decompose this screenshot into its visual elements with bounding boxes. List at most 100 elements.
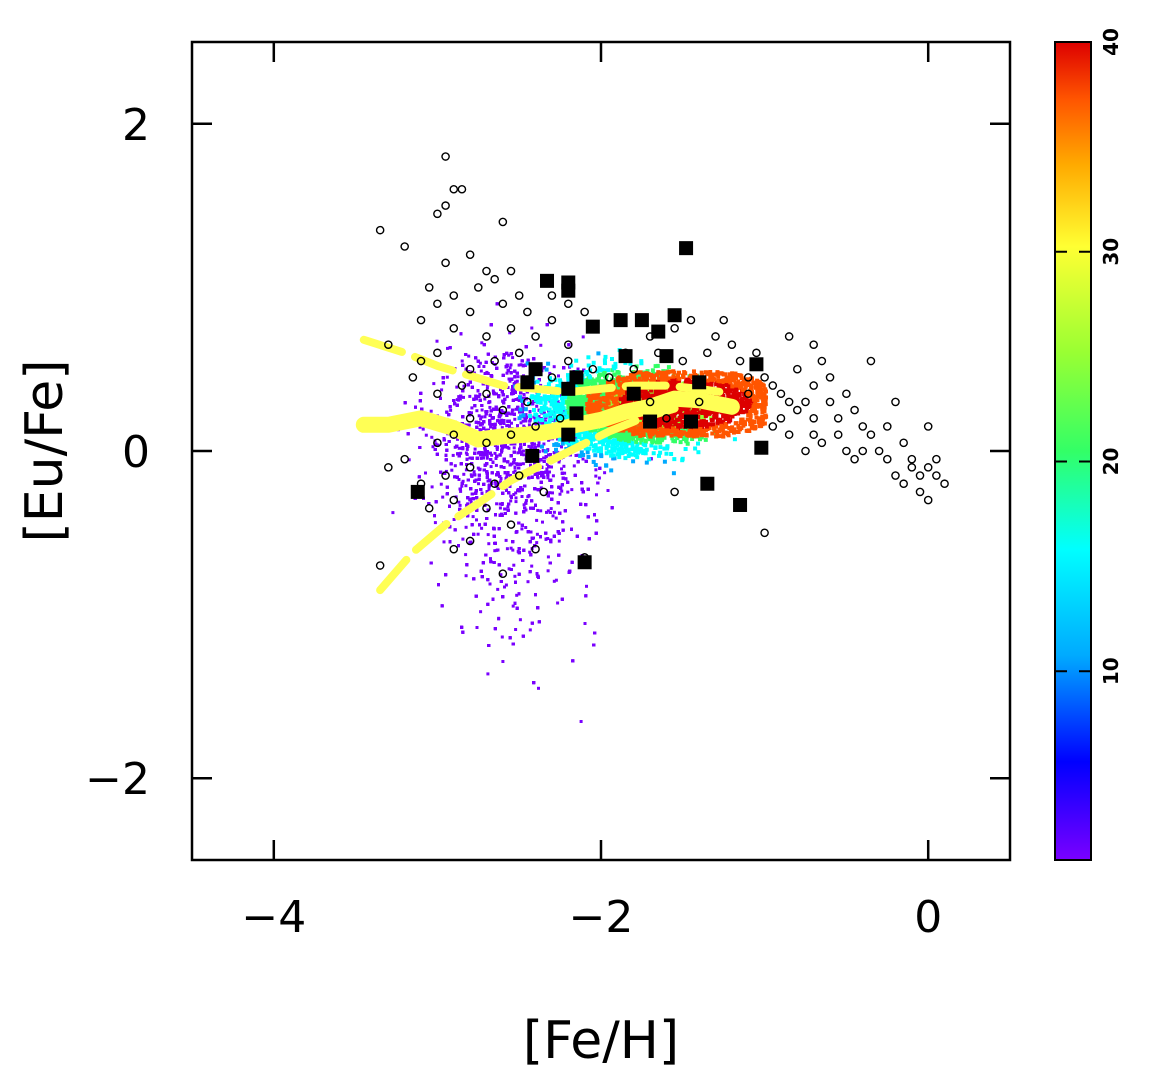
density-cell <box>521 401 525 405</box>
density-cell <box>482 365 486 368</box>
density-cell <box>595 519 599 523</box>
density-cell <box>464 525 468 529</box>
density-cell <box>514 398 518 401</box>
density-cell <box>546 569 550 573</box>
density-cell <box>532 415 536 419</box>
density-cell <box>536 475 539 479</box>
density-cell <box>440 388 444 392</box>
density-cell <box>576 453 580 457</box>
density-cell <box>534 593 537 597</box>
density-cell <box>518 449 522 453</box>
density-cell <box>521 364 525 368</box>
density-cell <box>557 532 561 535</box>
density-cell <box>502 466 506 469</box>
density-cell <box>499 477 503 481</box>
density-cell <box>509 363 513 367</box>
density-cell <box>584 459 588 463</box>
density-cell <box>464 484 468 488</box>
density-cell <box>513 390 517 394</box>
density-cell <box>542 411 546 415</box>
density-cell <box>561 528 565 532</box>
density-cell <box>453 528 457 532</box>
density-cell <box>457 454 461 458</box>
density-cell <box>494 463 498 467</box>
density-cell <box>406 432 410 436</box>
density-cell <box>508 331 512 335</box>
density-cell <box>581 457 585 461</box>
density-cell <box>470 385 474 389</box>
density-cell <box>516 462 520 466</box>
density-cell <box>557 553 561 557</box>
density-cell <box>496 471 500 474</box>
density-cell <box>495 366 499 370</box>
density-cell <box>511 642 515 646</box>
density-cell <box>521 462 525 466</box>
density-cell <box>514 628 518 631</box>
density-cell <box>597 476 601 480</box>
density-cell <box>530 475 534 479</box>
density-cell <box>485 456 489 460</box>
density-cell <box>472 397 476 401</box>
density-cell <box>481 451 485 455</box>
density-cell <box>499 387 502 391</box>
density-cell <box>528 628 532 632</box>
density-cell <box>485 517 489 520</box>
density-cell <box>523 417 527 421</box>
density-cell <box>520 359 524 363</box>
density-cell <box>519 421 523 425</box>
density-cell <box>535 532 539 536</box>
density-cell <box>497 617 501 621</box>
density-cell <box>507 491 511 495</box>
density-cell <box>489 557 492 561</box>
density-cell <box>457 478 461 481</box>
density-cell <box>545 467 549 471</box>
density-cell <box>536 606 540 610</box>
density-cell <box>526 358 530 362</box>
density-cell <box>462 472 466 476</box>
density-cell <box>492 407 496 411</box>
density-cell <box>606 489 610 492</box>
density-cell <box>470 406 474 410</box>
density-cell <box>479 488 483 491</box>
density-cell <box>544 416 548 420</box>
density-cell <box>546 476 550 480</box>
density-cell <box>470 411 473 415</box>
density-cell <box>477 421 481 425</box>
density-cell <box>477 482 480 486</box>
density-cell <box>500 446 504 450</box>
density-cell <box>521 488 524 492</box>
density-cell <box>446 346 449 350</box>
density-cell <box>514 580 517 584</box>
density-cell <box>474 356 478 360</box>
density-cell <box>528 570 532 574</box>
density-cell <box>504 538 508 542</box>
density-cell <box>465 563 469 567</box>
density-cell <box>513 375 517 379</box>
density-cell <box>530 326 534 330</box>
density-cell <box>497 395 501 399</box>
density-cell <box>468 394 472 398</box>
density-cell <box>487 487 491 491</box>
density-cell <box>562 366 566 370</box>
density-cell <box>466 383 470 387</box>
density-cell <box>479 610 483 614</box>
density-cell <box>466 478 470 482</box>
density-cell <box>424 471 427 475</box>
density-cell <box>494 457 498 460</box>
density-cell <box>528 540 532 544</box>
density-cell <box>498 502 502 506</box>
density-cell <box>562 409 566 413</box>
density-cell <box>495 407 499 411</box>
density-cell <box>479 428 483 432</box>
density-cell <box>509 412 513 416</box>
density-cell <box>460 484 464 488</box>
density-cell <box>530 499 534 503</box>
density-cell <box>477 414 481 418</box>
density-cell <box>516 375 520 379</box>
density-cell <box>515 593 519 597</box>
density-cell <box>594 531 598 535</box>
density-cell <box>433 514 436 518</box>
density-cell <box>482 426 486 430</box>
density-cell <box>546 537 550 540</box>
